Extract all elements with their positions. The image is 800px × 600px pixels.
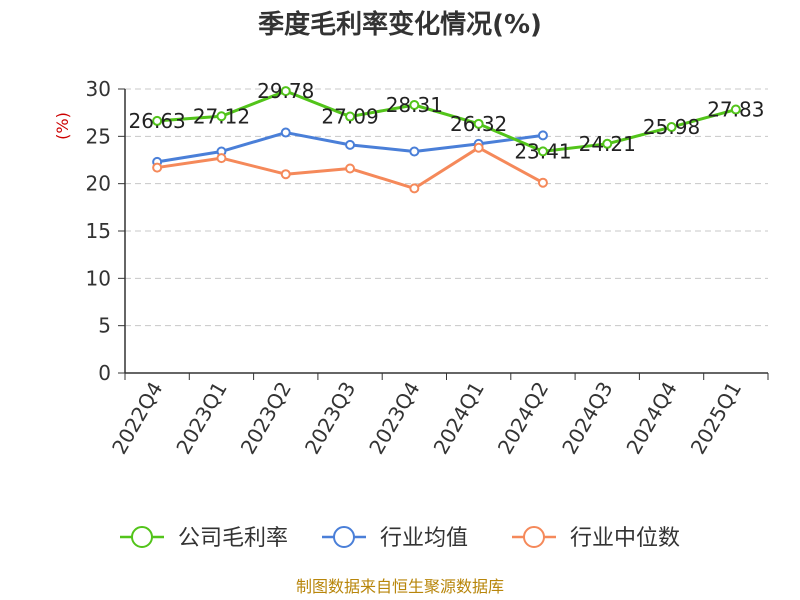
legend-label: 公司毛利率 xyxy=(178,526,288,551)
x-tick-label: 2023Q3 xyxy=(300,378,360,459)
legend-marker xyxy=(523,526,545,548)
data-label: 27.12 xyxy=(193,104,250,128)
data-point xyxy=(537,130,548,141)
x-tick-label: 2024Q3 xyxy=(557,378,617,459)
y-axis-label: (%) xyxy=(53,112,72,140)
y-tick-label: 30 xyxy=(86,77,111,101)
data-label: 28.31 xyxy=(386,93,443,117)
data-point xyxy=(409,183,420,194)
legend-marker xyxy=(333,526,355,548)
x-tick-label: 2024Q4 xyxy=(621,378,681,459)
y-tick-label: 0 xyxy=(98,361,111,385)
legend-marker xyxy=(131,526,153,548)
data-point xyxy=(666,122,677,133)
data-point xyxy=(280,127,291,138)
data-point xyxy=(280,86,291,97)
data-point xyxy=(345,163,356,174)
x-tick-label: 2025Q1 xyxy=(686,378,746,459)
legend: 公司毛利率 行业均值 行业中位数 xyxy=(120,526,680,551)
data-point xyxy=(730,104,741,115)
legend-label: 行业中位数 xyxy=(570,526,680,551)
series-line xyxy=(157,89,737,153)
y-tick-label: 25 xyxy=(86,124,111,148)
data-label: 23.41 xyxy=(514,139,571,163)
data-point xyxy=(152,115,163,126)
x-tick-label: 2022Q4 xyxy=(107,378,167,459)
data-point xyxy=(216,153,227,164)
data-point xyxy=(280,169,291,180)
data-point xyxy=(152,162,163,173)
gridlines xyxy=(125,88,768,327)
x-tick-label: 2023Q2 xyxy=(236,378,296,459)
data-label: 26.63 xyxy=(129,109,186,133)
data-label: 27.83 xyxy=(707,98,764,122)
y-tick-label: 5 xyxy=(98,314,111,338)
y-tick-label: 20 xyxy=(86,172,111,196)
data-label: 25.98 xyxy=(643,115,700,139)
data-label: 26.32 xyxy=(450,112,507,136)
series xyxy=(152,86,741,194)
data-labels: 26.63 27.12 29.78 27.09 28.31 26.32 23.41 24.21… xyxy=(129,79,765,163)
data-point xyxy=(537,146,548,157)
chart-title: 季度毛利率变化情况(%) xyxy=(258,9,542,40)
data-point xyxy=(473,142,484,153)
x-tick-label: 2024Q2 xyxy=(493,378,553,459)
data-point xyxy=(473,118,484,129)
data-point xyxy=(409,146,420,157)
data-label: 29.78 xyxy=(257,79,314,103)
data-label: 27.09 xyxy=(321,105,378,129)
data-point xyxy=(537,177,548,188)
x-tick-label: 2023Q1 xyxy=(171,378,231,459)
data-point xyxy=(216,111,227,122)
data-point xyxy=(409,99,420,110)
legend-label: 行业均值 xyxy=(380,526,468,551)
data-point xyxy=(345,139,356,150)
data-point xyxy=(602,138,613,149)
x-tick-label: 2023Q4 xyxy=(364,378,424,459)
y-tick-label: 15 xyxy=(86,219,111,243)
data-label: 24.21 xyxy=(579,132,636,156)
source-note: 制图数据来自恒生聚源数据库 xyxy=(296,577,504,596)
x-tick-label: 2024Q1 xyxy=(429,378,489,459)
y-tick-label: 10 xyxy=(86,266,111,290)
data-point xyxy=(345,111,356,122)
